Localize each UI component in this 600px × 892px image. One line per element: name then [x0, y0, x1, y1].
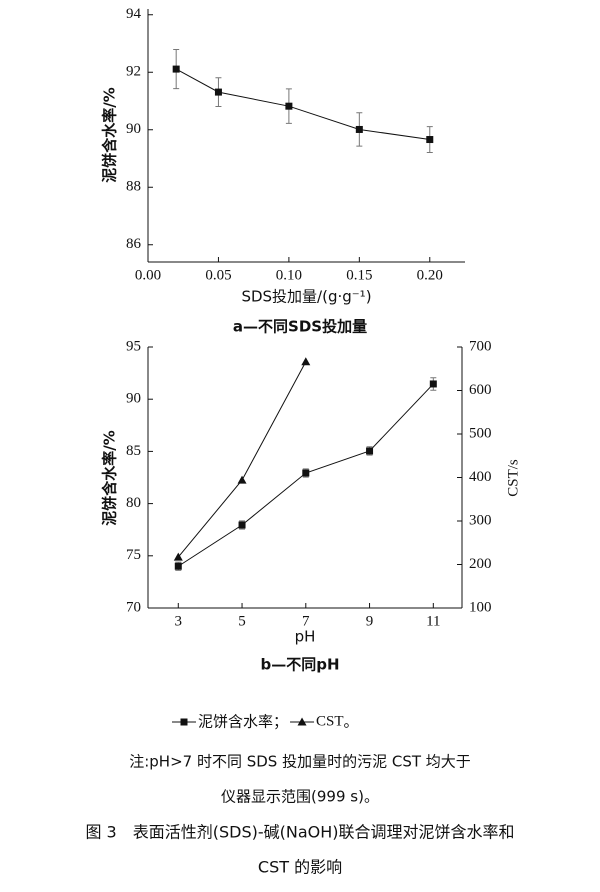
legend-marker: [297, 717, 307, 726]
caption-line: CST 的影响: [258, 858, 342, 877]
y2-tick-label: 400: [469, 469, 492, 485]
chart-title: b—不同pH: [260, 656, 339, 674]
legend-label: CST: [316, 713, 344, 729]
x-tick-label: 11: [426, 613, 440, 629]
marker: [301, 357, 311, 366]
y-tick-label: 90: [126, 391, 141, 407]
y-tick-label: 70: [126, 599, 141, 615]
y-tick-label: 88: [126, 179, 141, 195]
marker: [302, 469, 310, 477]
marker: [174, 562, 182, 570]
y2-tick-label: 500: [469, 425, 492, 441]
y-tick-label: 90: [126, 121, 141, 137]
y2-tick-label: 700: [469, 338, 492, 354]
y-tick-label: 85: [126, 443, 141, 459]
note-line: 注:pH>7 时不同 SDS 投加量时的污泥 CST 均大于: [129, 753, 471, 771]
x-tick-label: 0.00: [135, 267, 161, 283]
note-line: 仪器显示范围(999 s)。: [221, 788, 379, 806]
y2-tick-label: 300: [469, 512, 492, 528]
x-axis-label: pH: [295, 628, 316, 646]
legend-punct: ；: [273, 713, 288, 731]
x-tick-label: 5: [238, 613, 246, 629]
x-tick-label: 9: [366, 613, 374, 629]
x-axis-label: SDS投加量/(g·g⁻¹): [241, 288, 371, 306]
marker: [238, 521, 246, 529]
y-tick-label: 80: [126, 495, 141, 511]
chart-title: a—不同SDS投加量: [233, 318, 367, 336]
y-axis-label: 泥饼含水率/%: [101, 87, 119, 183]
y-tick-label: 92: [126, 64, 141, 80]
x-tick-label: 7: [302, 613, 310, 629]
legend-label: 泥饼含水率: [198, 713, 273, 731]
y2-tick-label: 600: [469, 382, 492, 398]
caption-line: 图 3 表面活性剂(SDS)-碱(NaOH)联合调理对泥饼含水率和: [85, 823, 514, 842]
y2-tick-label: 200: [469, 556, 492, 572]
y-tick-label: 95: [126, 338, 141, 354]
marker: [366, 447, 374, 455]
marker: [285, 102, 293, 110]
y2-tick-label: 100: [469, 599, 492, 615]
x-tick-label: 3: [175, 613, 183, 629]
x-tick-label: 0.20: [417, 267, 443, 283]
y-tick-label: 86: [126, 236, 142, 252]
x-tick-label: 0.15: [346, 267, 372, 283]
y-tick-label: 94: [126, 6, 142, 22]
marker: [173, 552, 183, 561]
marker: [426, 136, 434, 144]
marker: [214, 88, 222, 96]
x-tick-label: 0.05: [205, 267, 231, 283]
legend-marker: [180, 718, 188, 726]
legend-punct: 。: [344, 713, 359, 731]
marker: [429, 380, 437, 388]
y2-axis-label: CST/s: [505, 459, 521, 497]
marker: [237, 475, 247, 484]
y-tick-label: 75: [126, 547, 141, 563]
x-tick-label: 0.10: [276, 267, 302, 283]
series-line: [175, 68, 430, 141]
marker: [355, 125, 363, 133]
marker: [172, 65, 180, 73]
y-axis-label: 泥饼含水率/%: [101, 430, 119, 526]
